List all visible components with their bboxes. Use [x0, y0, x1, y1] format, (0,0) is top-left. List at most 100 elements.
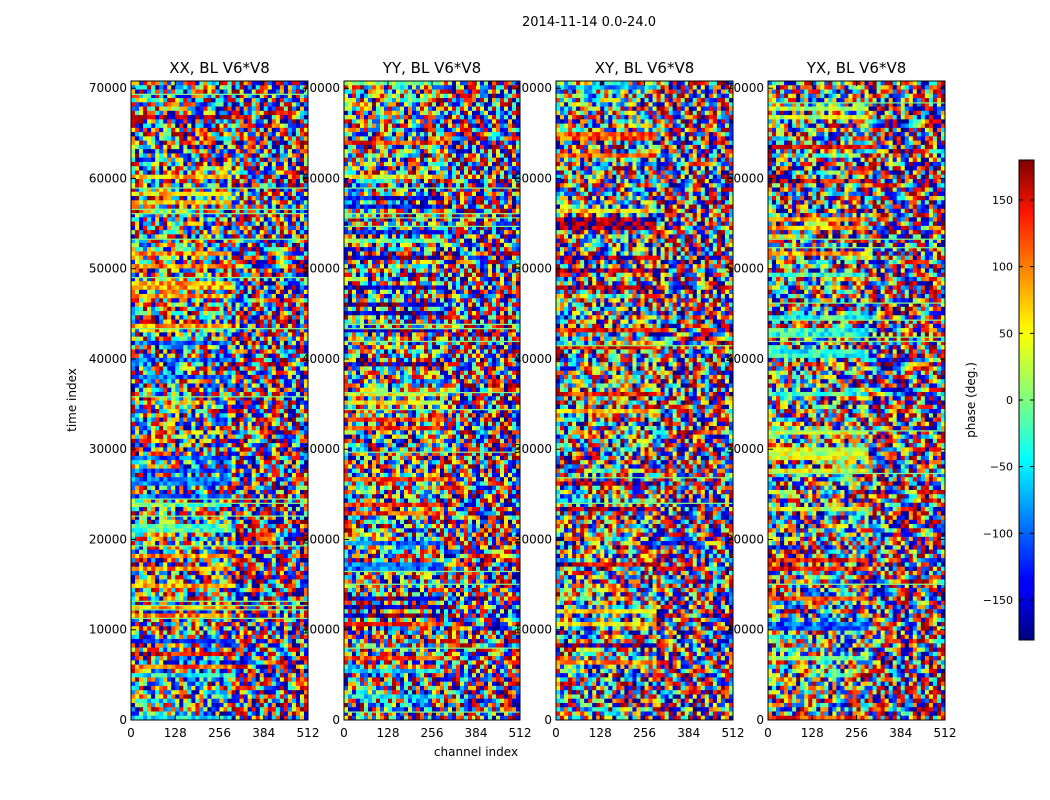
heatmap-cell [215, 541, 220, 546]
heatmap-cell [247, 357, 253, 363]
heatmap-cell [275, 315, 281, 320]
heatmap-cell [271, 225, 277, 231]
heatmap-cell [235, 328, 241, 333]
heatmap-cell [231, 285, 236, 291]
heatmap-cell [223, 144, 228, 150]
heatmap-cell [179, 110, 184, 116]
heatmap-cell [159, 298, 164, 303]
heatmap-cell [303, 281, 308, 286]
heatmap-cell [203, 536, 208, 542]
heatmap-cell [187, 234, 192, 240]
heatmap-cell [235, 443, 241, 448]
heatmap-cell [223, 204, 228, 210]
heatmap-cell [175, 468, 180, 474]
heatmap-cell [227, 213, 232, 218]
heatmap-cell [187, 532, 192, 538]
heatmap-cell [171, 170, 176, 176]
heatmap-cell [139, 553, 144, 559]
heatmap-cell [175, 413, 180, 418]
heatmap-cell [251, 157, 257, 163]
heatmap-cell [267, 315, 273, 320]
heatmap-cell [275, 102, 281, 107]
heatmap-cell [203, 272, 208, 278]
heatmap-cell [211, 98, 216, 103]
heatmap-cell [235, 149, 241, 154]
heatmap-cell [223, 328, 228, 333]
heatmap-cell [147, 217, 152, 222]
heatmap-cell [187, 332, 192, 337]
heatmap-cell [231, 251, 236, 257]
heatmap-cell [187, 191, 192, 197]
heatmap-cell [251, 132, 257, 137]
heatmap-cell [291, 242, 297, 248]
heatmap-cell [275, 302, 281, 308]
heatmap-cell [283, 106, 289, 112]
heatmap-cell [303, 136, 308, 142]
heatmap-cell [143, 285, 148, 291]
heatmap-cell [159, 81, 164, 86]
heatmap-cell [203, 455, 208, 461]
heatmap-cell [207, 166, 212, 171]
heatmap-cell [159, 89, 164, 95]
heatmap-cell [215, 536, 220, 542]
heatmap-cell [187, 140, 192, 146]
heatmap-cell [191, 319, 196, 325]
heatmap-cell [171, 438, 176, 444]
heatmap-cell [283, 536, 289, 542]
heatmap-cell [203, 298, 208, 303]
heatmap-cell [139, 140, 144, 146]
heatmap-cell [287, 443, 293, 448]
heatmap-cell [187, 213, 192, 218]
heatmap-cell [215, 421, 220, 427]
heatmap-cell [227, 144, 232, 150]
heatmap-cell [279, 357, 285, 363]
heatmap-cell [227, 443, 232, 448]
heatmap-cell [239, 166, 245, 171]
heatmap-cell [235, 349, 241, 355]
heatmap-cell [203, 383, 208, 389]
heatmap-cell [215, 208, 220, 214]
heatmap-cell [187, 144, 192, 150]
heatmap-cell [151, 362, 156, 367]
heatmap-cell [299, 170, 305, 176]
heatmap-cell [295, 285, 301, 291]
heatmap-cell [247, 481, 253, 487]
heatmap-cell [255, 413, 261, 418]
heatmap-cell [283, 298, 289, 303]
heatmap-cell [155, 242, 160, 248]
heatmap-cell [291, 157, 297, 163]
heatmap-cell [211, 379, 216, 384]
heatmap-cell [283, 200, 289, 205]
heatmap-cell [135, 225, 140, 231]
heatmap-cell [219, 340, 224, 346]
heatmap-cell [255, 153, 261, 159]
heatmap-cell [295, 306, 301, 312]
heatmap-cell [207, 409, 212, 414]
heatmap-cell [135, 379, 140, 384]
heatmap-cell [299, 251, 305, 257]
heatmap-cell [255, 298, 261, 303]
heatmap-cell [135, 477, 140, 482]
heatmap-cell [159, 524, 164, 529]
heatmap-cell [143, 127, 148, 133]
heatmap-cell [279, 247, 285, 252]
heatmap-cell [243, 481, 249, 487]
heatmap-cell [287, 434, 293, 440]
heatmap-cell [159, 430, 164, 435]
heatmap-cell [195, 511, 200, 516]
heatmap-cell [175, 144, 180, 150]
heatmap-cell [291, 391, 297, 397]
heatmap-cell [299, 93, 305, 99]
heatmap-cell [151, 93, 156, 99]
heatmap-cell [147, 166, 152, 171]
heatmap-cell [183, 494, 188, 499]
heatmap-cell [275, 477, 281, 482]
heatmap-cell [199, 123, 204, 129]
heatmap-cell [251, 272, 257, 278]
heatmap-cell [251, 170, 257, 176]
heatmap-cell [155, 183, 160, 188]
heatmap-cell [151, 345, 156, 350]
heatmap-cell [187, 110, 192, 116]
heatmap-cell [211, 340, 216, 346]
heatmap-cell [183, 306, 188, 312]
